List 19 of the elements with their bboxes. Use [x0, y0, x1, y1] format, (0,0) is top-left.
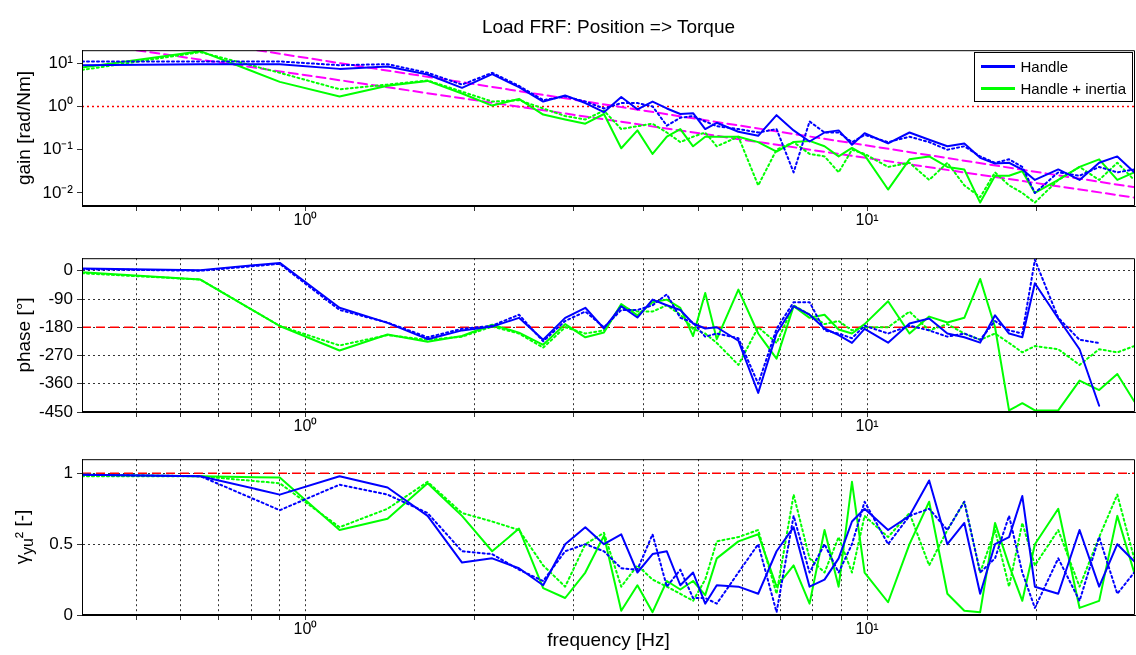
y-tick-label: 0 [63, 260, 73, 280]
y-tick-label: 0.5 [49, 533, 73, 553]
y-tick-label: -270 [38, 345, 73, 365]
y-tick-label: -360 [38, 373, 73, 393]
y-tick-label: 10⁰ [48, 96, 73, 116]
y-tick-label: -180 [38, 316, 73, 336]
y-axis-title: gain [rad/Nm] [13, 71, 35, 186]
y-tick-label: 10¹ [48, 52, 74, 72]
y-tick-label: 1 [63, 463, 73, 483]
y-tick-label: -90 [48, 288, 73, 308]
y-tick-label: 0 [63, 604, 73, 624]
y-tick-label: 10⁻¹ [42, 139, 74, 159]
y-tick-label: 10⁻² [42, 182, 74, 202]
y-axis-title: phase [°] [13, 297, 35, 373]
x-axis-title: frequency [Hz] [547, 629, 670, 650]
legend-label: Handle [1020, 57, 1069, 75]
y-tick-label: -450 [38, 401, 73, 421]
legend-label: Handle + inertia [1020, 79, 1126, 97]
chart-title: Load FRF: Position => Torque [480, 16, 737, 39]
